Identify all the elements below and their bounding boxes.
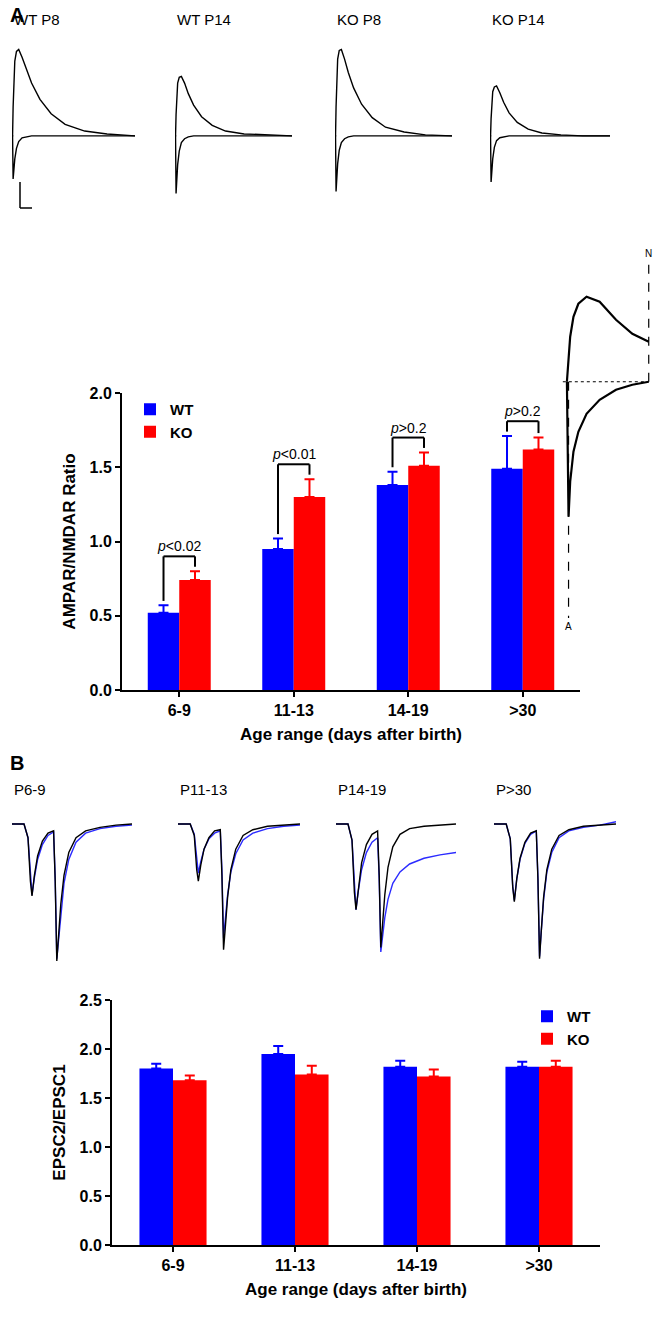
svg-text:P6-9: P6-9	[14, 781, 46, 798]
svg-text:>30: >30	[509, 702, 536, 719]
svg-text:0.5: 0.5	[90, 607, 112, 624]
svg-text:p<0.01: p<0.01	[272, 446, 316, 462]
svg-text:EPSC2/EPSC1: EPSC2/EPSC1	[50, 1064, 69, 1180]
svg-text:0.5: 0.5	[80, 1188, 102, 1205]
svg-text:P>30: P>30	[496, 781, 531, 798]
svg-text:1.0: 1.0	[90, 533, 112, 550]
svg-text:p<0.02: p<0.02	[157, 538, 201, 554]
svg-text:P11-13: P11-13	[180, 781, 227, 798]
svg-text:WT P14: WT P14	[177, 11, 231, 28]
svg-text:p>0.2: p>0.2	[504, 403, 541, 419]
svg-text:N: N	[645, 248, 652, 259]
svg-text:11-13: 11-13	[274, 702, 314, 719]
svg-text:KO P14: KO P14	[492, 11, 545, 28]
svg-text:11-13: 11-13	[275, 1257, 315, 1274]
svg-text:A: A	[565, 621, 572, 632]
svg-text:6-9: 6-9	[161, 1257, 184, 1274]
svg-text:2.5: 2.5	[80, 992, 102, 1009]
svg-text:0.0: 0.0	[90, 682, 112, 699]
svg-text:1.0: 1.0	[80, 1139, 102, 1156]
svg-text:Age range (days after birth): Age range (days after birth)	[245, 1280, 467, 1299]
svg-text:KO: KO	[567, 1031, 590, 1048]
svg-text:AMPAR/NMDAR Ratio: AMPAR/NMDAR Ratio	[60, 453, 79, 629]
svg-text:14-19: 14-19	[397, 1257, 438, 1274]
svg-text:14-19: 14-19	[388, 702, 429, 719]
svg-text:Age range (days after birth): Age range (days after birth)	[240, 725, 462, 744]
svg-text:2.0: 2.0	[80, 1041, 102, 1058]
svg-text:B: B	[10, 752, 24, 774]
svg-text:6-9: 6-9	[168, 702, 191, 719]
svg-text:A: A	[10, 4, 24, 26]
svg-text:1.5: 1.5	[90, 459, 112, 476]
svg-text:WT P8: WT P8	[14, 11, 60, 28]
svg-text:P14-19: P14-19	[338, 781, 386, 798]
svg-text:0.0: 0.0	[80, 1237, 102, 1254]
svg-text:WT: WT	[170, 401, 193, 418]
svg-text:p>0.2: p>0.2	[390, 420, 427, 436]
svg-text:>30: >30	[525, 1257, 552, 1274]
svg-text:KO P8: KO P8	[337, 11, 381, 28]
svg-text:2.0: 2.0	[90, 385, 112, 402]
svg-text:1.5: 1.5	[80, 1090, 102, 1107]
svg-text:KO: KO	[170, 424, 193, 441]
svg-text:WT: WT	[567, 1008, 590, 1025]
